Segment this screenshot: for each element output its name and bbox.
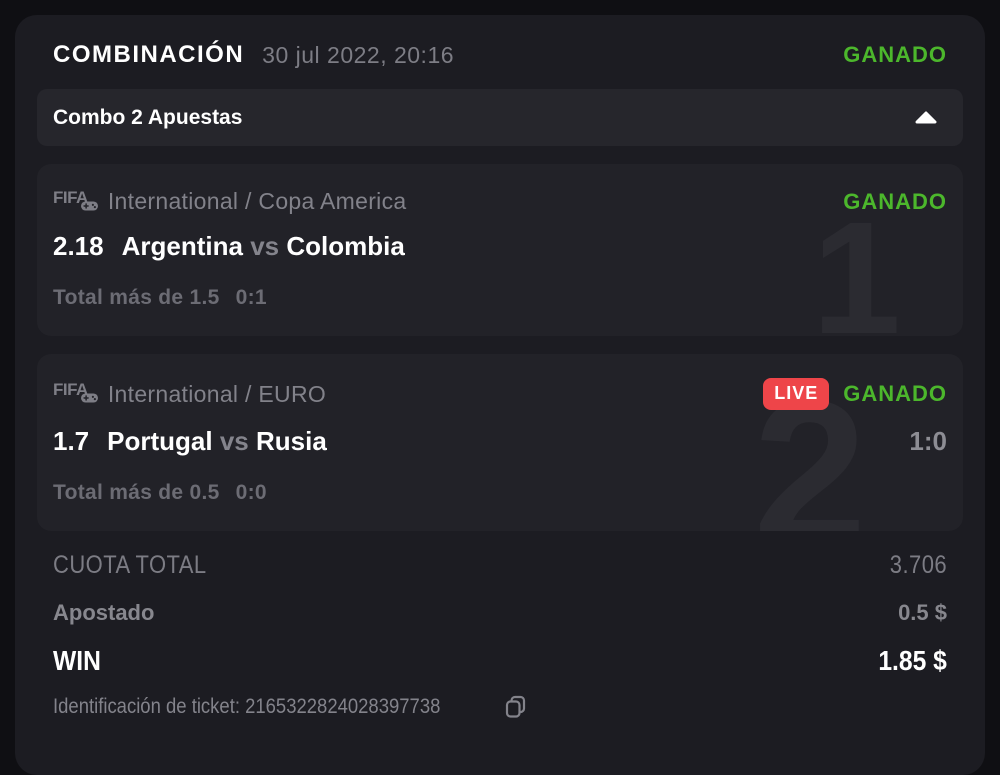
match-teams: Portugal vs Rusia [107,426,327,456]
vs-label: vs [250,231,280,261]
bet-index-watermark: 1 [812,188,901,337]
total-odds-value: 3.706 [889,550,947,579]
bet-status-badge: GANADO [843,381,947,406]
league-label: FIFA International / EURO [53,381,326,408]
win-value: 1.85 $ [878,645,947,676]
combo-label: Combo 2 Apuestas [53,105,243,129]
bet-odds: 1.7 [53,426,90,456]
ticket-datetime: 30 jul 2022, 20:16 [262,41,455,68]
fifa-icon: FIFA [53,189,98,215]
ticket-status-badge: GANADO [843,42,947,67]
bet-ticket: COMBINACIÓN 30 jul 2022, 20:16 GANADO Co… [15,15,985,775]
gamepad-icon [80,390,98,407]
total-odds-row: CUOTA TOTAL 3.706 [37,541,963,589]
live-badge: LIVE [763,378,830,410]
bet-card-1: 1 FIFA International / Copa America [37,164,963,336]
market-line: Total más de 0.5 0:0 [53,481,947,505]
bet-odds: 2.18 [53,231,104,261]
total-odds-label: CUOTA TOTAL [53,550,207,579]
ticket-summary: CUOTA TOTAL 3.706 Apostado 0.5 $ WIN 1.8… [37,541,963,729]
market-score: 0:0 [235,481,267,504]
copy-icon[interactable] [505,695,526,719]
combo-toggle[interactable]: Combo 2 Apuestas [37,89,963,146]
win-label: WIN [53,645,101,676]
match-teams: Argentina vs Colombia [121,231,405,261]
ticket-header: COMBINACIÓN 30 jul 2022, 20:16 GANADO [37,15,963,89]
league-label: FIFA International / Copa America [53,188,406,215]
stake-value: 0.5 $ [898,600,947,625]
fifa-icon: FIFA [53,381,98,407]
ticket-id-text: Identificación de ticket: 21653228240283… [53,695,440,719]
market-score: 0:1 [235,286,267,309]
live-score: 1:0 [909,426,947,456]
market-line: Total más de 1.5 0:1 [53,286,947,310]
vs-label: vs [219,426,249,456]
win-row: WIN 1.85 $ [37,637,963,685]
gamepad-icon [80,198,98,215]
ticket-id-row: Identificación de ticket: 21653228240283… [37,685,963,729]
league-text: International / EURO [107,380,327,407]
league-text: International / Copa America [107,188,407,214]
stake-row: Apostado 0.5 $ [37,589,963,637]
ticket-id-label: Identificación de ticket: [53,695,240,718]
ticket-id-value: 2165322824028397738 [245,695,441,718]
market-label: Total más de 0.5 [53,481,220,504]
stake-label: Apostado [53,600,155,625]
collapse-triangle-icon[interactable] [915,111,937,124]
ticket-type-title: COMBINACIÓN [53,41,245,68]
bet-status-badge: GANADO [843,188,947,214]
market-label: Total más de 1.5 [53,286,220,309]
bet-card-2: 2 FIFA International / EURO [37,354,963,531]
